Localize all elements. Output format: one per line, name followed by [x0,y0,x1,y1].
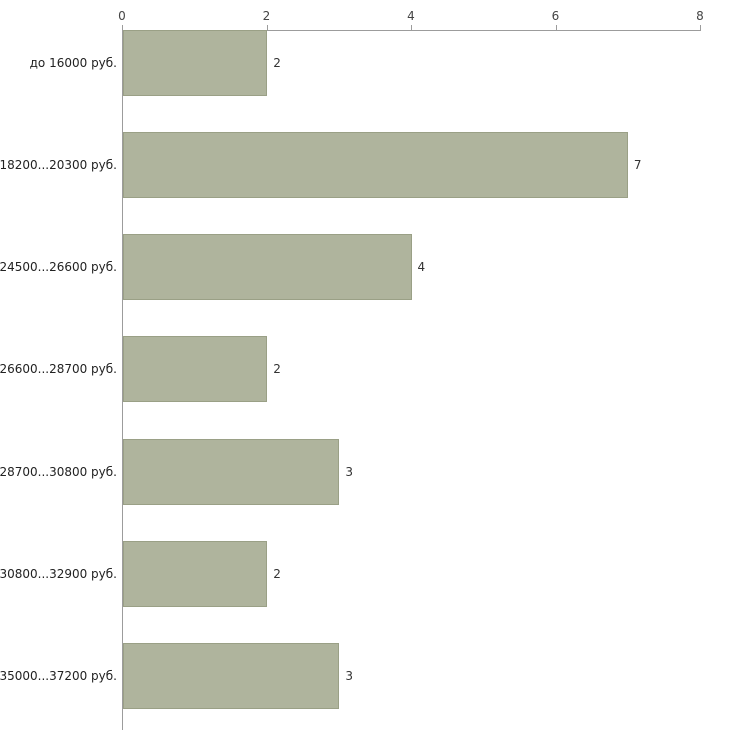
category-label: 35000...37200 руб. [0,668,117,683]
bars-area: 2 7 4 2 3 2 3 [123,12,700,727]
bar [123,132,628,199]
bar [123,30,268,97]
bar-row: 2 [123,318,700,420]
bar-row: 2 [123,12,700,114]
value-label: 7 [633,158,642,173]
x-tick-label: 4 [407,9,415,23]
bar [123,540,268,607]
bar-row: 3 [123,625,700,727]
bar [123,438,340,505]
bar [123,336,268,403]
value-label: 3 [345,464,354,479]
x-tick-label: 6 [551,9,560,23]
x-tick-label: 8 [696,9,704,23]
value-label: 2 [273,56,281,71]
x-tick-mark [555,25,557,31]
category-label: 24500...26600 руб. [0,260,117,275]
bar-row: 3 [123,421,700,523]
x-tick-mark [266,25,268,31]
category-label: 28700...30800 руб. [0,464,117,479]
x-tick-label: 0 [118,9,126,23]
x-tick-mark [122,25,123,31]
category-axis: до 16000 руб. 18200...20300 руб. 24500...2… [0,12,117,727]
value-label: 2 [273,566,281,581]
category-label: 18200...20300 руб. [0,158,117,173]
category-label: 30800...32900 руб. [0,566,117,581]
plot-area [122,25,701,730]
category-label: 26600...28700 руб. [0,362,117,377]
bar-row: 2 [123,523,700,625]
x-tick-label: 2 [262,9,271,23]
value-label: 3 [345,668,354,683]
value-label: 4 [417,260,426,275]
x-axis-labels: 0 2 4 6 8 [118,8,704,24]
value-label: 2 [273,362,281,377]
bar [123,234,412,301]
bar [123,642,340,709]
category-label: до 16000 руб. [29,56,117,71]
bar-row: 7 [123,114,700,216]
x-tick-mark [411,25,412,31]
bar-row: 4 [123,216,700,318]
x-tick-mark [700,25,701,31]
